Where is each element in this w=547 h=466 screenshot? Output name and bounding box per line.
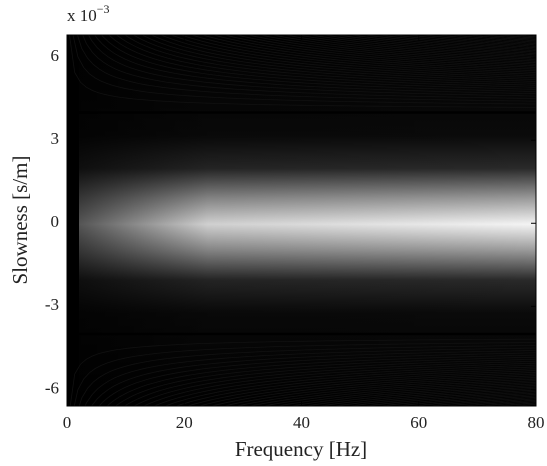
contour-line [78, 345, 536, 406]
y-tick-label: 0 [51, 212, 60, 231]
contour-line [84, 347, 536, 406]
contour-line [174, 368, 536, 406]
contour-line [282, 35, 536, 60]
y-tick-label: 6 [51, 46, 60, 65]
y-tick-label: 3 [51, 129, 60, 148]
contour-line [223, 35, 536, 68]
contour-line [222, 375, 536, 406]
contour-line [116, 35, 536, 88]
contour-line [211, 35, 536, 70]
contour-line [274, 381, 536, 406]
contour-line [91, 350, 536, 406]
plot-area [67, 31, 537, 416]
contour-line [317, 386, 536, 406]
contour-line [456, 408, 537, 415]
contour-line [509, 35, 536, 38]
y-axis-label: Slowness [s/m] [8, 156, 32, 285]
contour-line [433, 35, 536, 44]
contour-line [160, 35, 536, 79]
contour-line [98, 352, 536, 406]
contour-line [463, 35, 536, 42]
low-freq-bar [67, 35, 79, 406]
contour-line [198, 371, 536, 406]
contour-line [101, 35, 536, 92]
contour-line [170, 35, 536, 77]
contour-line [376, 35, 536, 50]
contour-line [362, 391, 536, 406]
contour-line [346, 389, 536, 406]
contour-line [261, 380, 536, 406]
contour-line [526, 405, 536, 406]
contour-line [69, 338, 536, 406]
contour-line [150, 35, 536, 80]
contour-line [164, 366, 536, 406]
contour-line [321, 35, 536, 56]
contour-line [289, 383, 536, 406]
contour-line [186, 370, 536, 406]
contour-line [153, 364, 536, 406]
contour-line [474, 401, 536, 406]
contour-line [332, 388, 536, 406]
contour-line [449, 35, 536, 43]
contour-line [133, 360, 536, 406]
y-scale-exponent: −3 [97, 2, 110, 16]
contour-line [77, 35, 536, 102]
y-tick-label: -6 [45, 378, 59, 397]
contour-line [106, 354, 536, 406]
y-scale-base: x 10 [67, 6, 97, 25]
contour-line [72, 35, 536, 105]
x-tick-label: 80 [528, 413, 545, 432]
contour-line [73, 342, 536, 406]
contour-line [210, 373, 536, 406]
contour-line [114, 356, 536, 406]
contour-line [190, 35, 536, 73]
contour-line [141, 35, 536, 82]
contour-line [94, 35, 536, 95]
contour-line [470, 410, 536, 416]
contour-line [258, 35, 536, 64]
contour-line [442, 407, 537, 416]
contour-line [270, 35, 536, 62]
contour-line [234, 377, 536, 406]
contour-line [123, 358, 536, 406]
x-tick-label: 20 [176, 413, 193, 432]
contour-line [491, 402, 536, 406]
x-tick-label: 60 [410, 413, 427, 432]
contour-line [246, 35, 536, 65]
contour-line [348, 35, 536, 53]
contour-line [409, 395, 536, 406]
contour-line [377, 392, 536, 406]
contour-line [132, 35, 536, 84]
contour-line [498, 31, 536, 34]
contour-line [234, 35, 536, 67]
contour-line [390, 35, 536, 49]
contour-line [418, 35, 536, 46]
contour-line [201, 35, 536, 72]
contour-line [334, 35, 536, 54]
y-scale: x 10−3 [67, 2, 110, 25]
contour-line [143, 362, 536, 406]
contour-line [513, 31, 536, 33]
contour-line [528, 31, 536, 32]
contour-line [88, 35, 536, 97]
contour-line [393, 394, 536, 406]
x-tick-label: 40 [293, 413, 310, 432]
contour-line [124, 35, 536, 86]
contour-line [425, 396, 536, 406]
contour-line [493, 35, 536, 39]
contour-line [69, 35, 536, 108]
contour-line [108, 35, 536, 90]
contour-line [308, 35, 536, 57]
contour-line [295, 35, 536, 59]
contour-line [404, 35, 536, 47]
x-tick-label: 0 [63, 413, 72, 432]
x-axis-label: Frequency [Hz] [235, 437, 367, 461]
contour-line [303, 385, 536, 406]
contour-line [457, 399, 536, 406]
contour-line [248, 378, 536, 406]
contour-line [82, 35, 536, 99]
y-tick-label: -3 [45, 295, 59, 314]
contour-line [180, 35, 536, 75]
